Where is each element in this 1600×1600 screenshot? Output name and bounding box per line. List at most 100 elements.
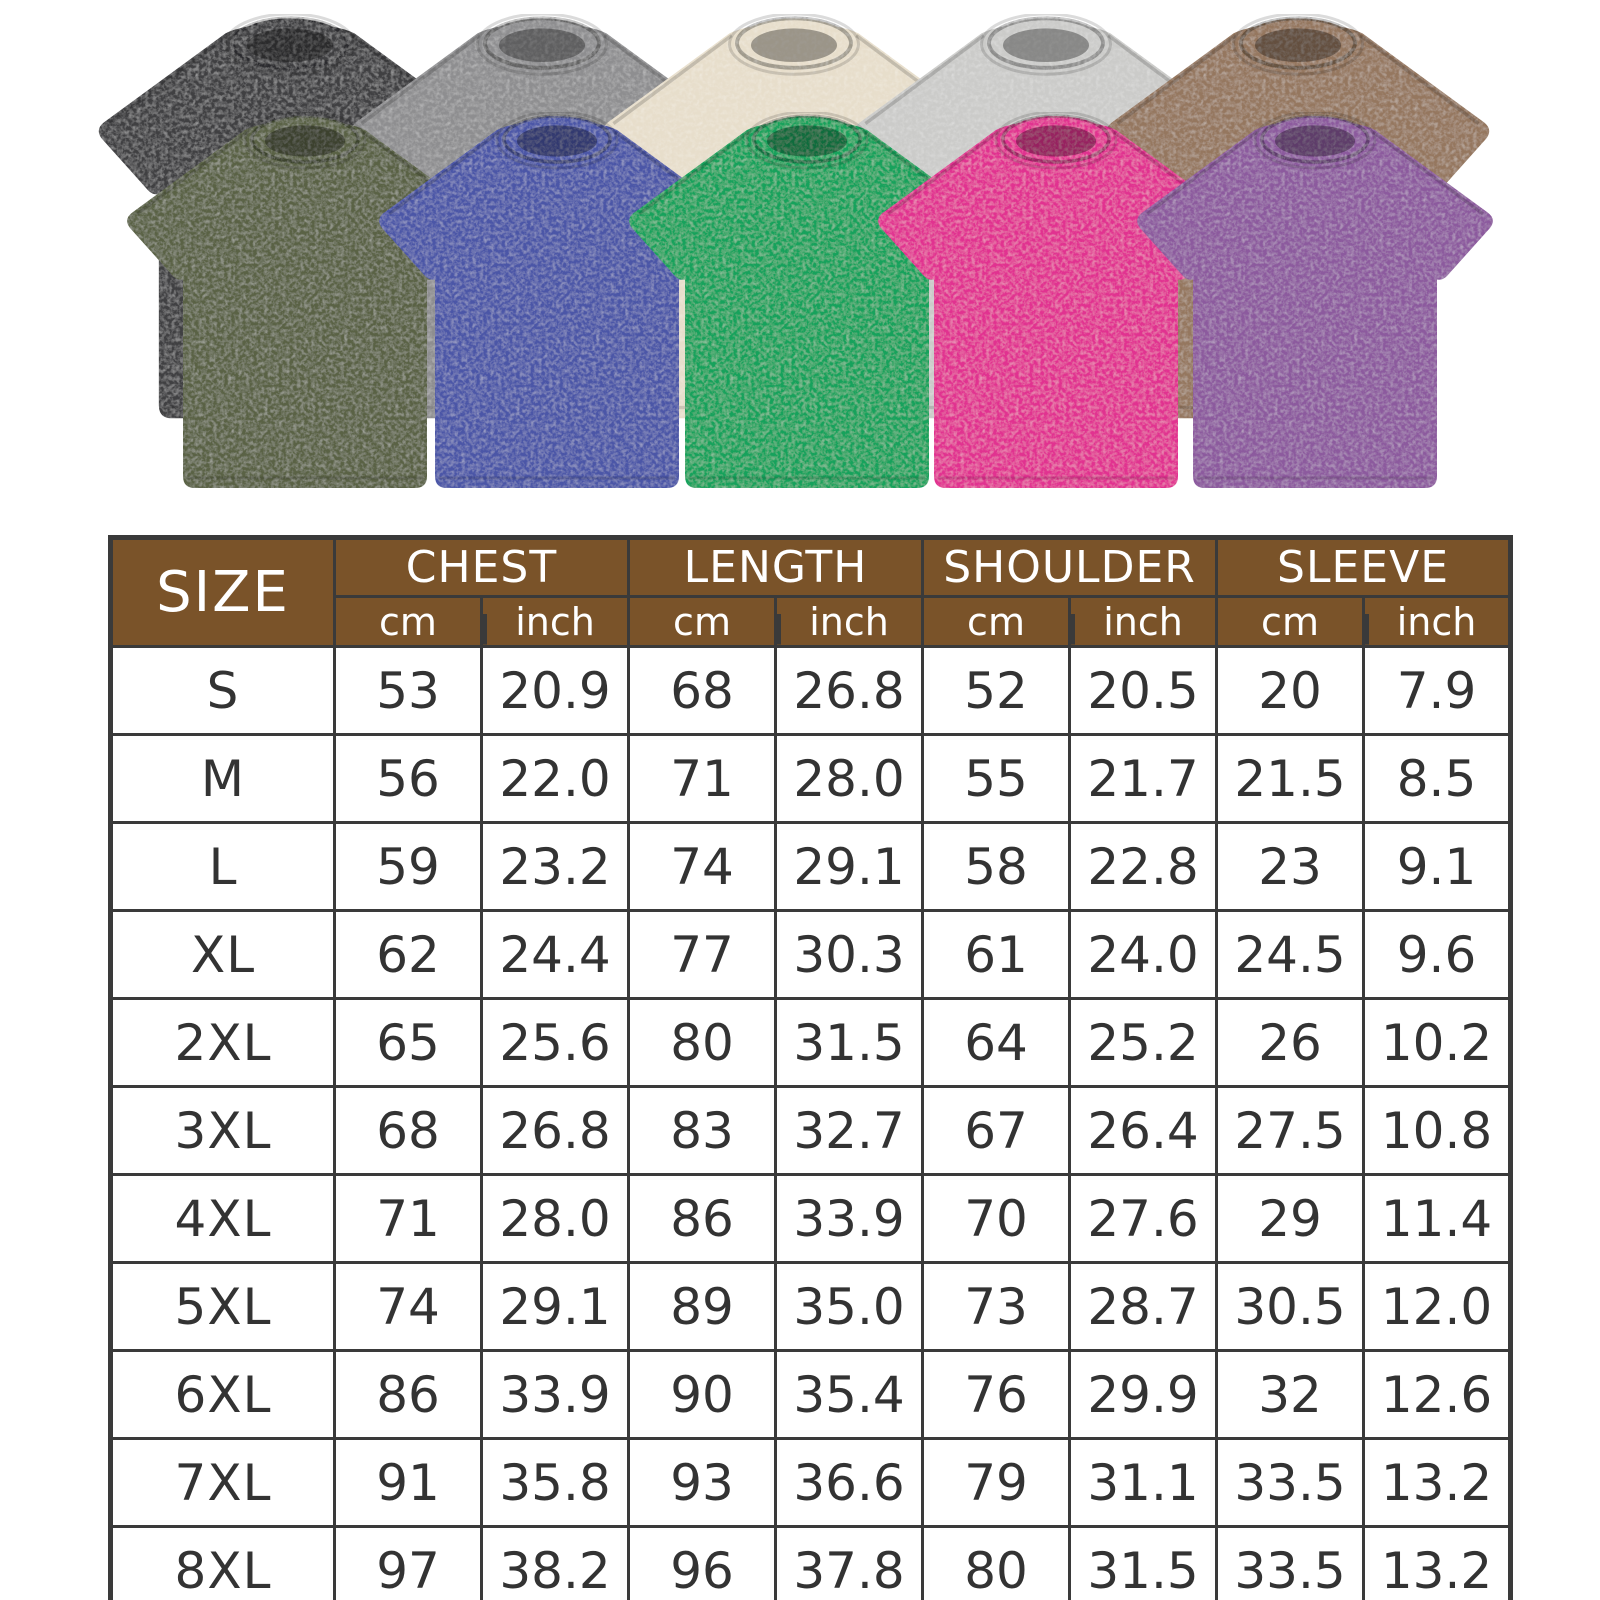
header-sleeve: SLEEVE xyxy=(1215,536,1513,598)
measurement-cell: 62 xyxy=(333,909,483,1000)
measurement-cell: 26 xyxy=(1215,997,1366,1088)
measurement-cell: 31.5 xyxy=(774,997,925,1088)
measurement-cell: 24.4 xyxy=(479,909,631,1000)
size-cell: 3XL xyxy=(109,1085,336,1176)
measurement-cell: 22.8 xyxy=(1068,821,1219,912)
measurement-cell: 68 xyxy=(627,645,778,736)
measurement-cell: 24.0 xyxy=(1068,909,1219,1000)
measurement-cell: 13.2 xyxy=(1362,1437,1513,1528)
measurement-cell: 53 xyxy=(333,645,483,736)
measurement-cell: 28.0 xyxy=(774,733,925,824)
measurement-cell: 93 xyxy=(627,1437,778,1528)
size-chart-table: SIZE CHEST LENGTH SHOULDER SLEEVE cm inc… xyxy=(108,535,1514,1600)
measurement-cell: 86 xyxy=(333,1349,483,1440)
header-sleeve-inch: inch xyxy=(1363,595,1513,648)
measurement-cell: 68 xyxy=(333,1085,483,1176)
measurement-cell: 7.9 xyxy=(1362,645,1513,736)
measurement-cell: 71 xyxy=(627,733,778,824)
measurement-cell: 31.1 xyxy=(1068,1437,1219,1528)
measurement-cell: 35.4 xyxy=(774,1349,925,1440)
measurement-cell: 35.8 xyxy=(479,1437,631,1528)
measurement-cell: 91 xyxy=(333,1437,483,1528)
measurement-cell: 64 xyxy=(921,997,1072,1088)
measurement-cell: 28.7 xyxy=(1068,1261,1219,1352)
measurement-cell: 33.9 xyxy=(479,1349,631,1440)
measurement-cell: 26.4 xyxy=(1068,1085,1219,1176)
measurement-cell: 37.8 xyxy=(774,1525,925,1600)
measurement-cell: 23 xyxy=(1215,821,1366,912)
table-header: SIZE CHEST LENGTH SHOULDER SLEEVE cm inc… xyxy=(109,536,1513,648)
measurement-cell: 56 xyxy=(333,733,483,824)
measurement-cell: 73 xyxy=(921,1261,1072,1352)
measurement-cell: 70 xyxy=(921,1173,1072,1264)
header-shoulder-cm: cm xyxy=(921,595,1072,648)
header-chest: CHEST xyxy=(332,536,631,598)
tshirt-gallery xyxy=(0,0,1600,520)
measurement-cell: 65 xyxy=(333,997,483,1088)
measurement-cell: 32.7 xyxy=(774,1085,925,1176)
header-length-inch: inch xyxy=(775,595,925,648)
measurement-cell: 27.6 xyxy=(1068,1173,1219,1264)
measurement-cell: 20.5 xyxy=(1068,645,1219,736)
measurement-cell: 36.6 xyxy=(774,1437,925,1528)
measurement-cell: 12.6 xyxy=(1362,1349,1513,1440)
measurement-cell: 71 xyxy=(333,1173,483,1264)
measurement-cell: 27.5 xyxy=(1215,1085,1366,1176)
table-row: S 53 20.9 68 26.8 52 20.5 20 7.9 xyxy=(109,645,1513,736)
measurement-cell: 32 xyxy=(1215,1349,1366,1440)
header-chest-cm: cm xyxy=(333,595,483,648)
table-row: 3XL 68 26.8 83 32.7 67 26.4 27.5 10.8 xyxy=(109,1085,1513,1176)
header-sleeve-cm: cm xyxy=(1215,595,1366,648)
measurement-cell: 89 xyxy=(627,1261,778,1352)
measurement-cell: 33.5 xyxy=(1215,1437,1366,1528)
size-cell: 7XL xyxy=(109,1437,336,1528)
header-length: LENGTH xyxy=(627,536,925,598)
measurement-cell: 26.8 xyxy=(479,1085,631,1176)
measurement-cell: 29.1 xyxy=(479,1261,631,1352)
measurement-cell: 80 xyxy=(627,997,778,1088)
measurement-cell: 74 xyxy=(333,1261,483,1352)
measurement-cell: 13.2 xyxy=(1362,1525,1513,1600)
measurement-cell: 25.2 xyxy=(1068,997,1219,1088)
size-cell: XL xyxy=(109,909,336,1000)
measurement-cell: 29 xyxy=(1215,1173,1366,1264)
table-row: 5XL 74 29.1 89 35.0 73 28.7 30.5 12.0 xyxy=(109,1261,1513,1352)
measurement-cell: 61 xyxy=(921,909,1072,1000)
size-cell: L xyxy=(109,821,336,912)
measurement-cell: 33.5 xyxy=(1215,1525,1366,1600)
measurement-cell: 30.5 xyxy=(1215,1261,1366,1352)
measurement-cell: 28.0 xyxy=(479,1173,631,1264)
table-row: L 59 23.2 74 29.1 58 22.8 23 9.1 xyxy=(109,821,1513,912)
measurement-cell: 30.3 xyxy=(774,909,925,1000)
measurement-cell: 35.0 xyxy=(774,1261,925,1352)
measurement-cell: 20.9 xyxy=(479,645,631,736)
measurement-cell: 77 xyxy=(627,909,778,1000)
measurement-cell: 80 xyxy=(921,1525,1072,1600)
measurement-cell: 86 xyxy=(627,1173,778,1264)
measurement-cell: 97 xyxy=(333,1525,483,1600)
measurement-cell: 90 xyxy=(627,1349,778,1440)
measurement-cell: 26.8 xyxy=(774,645,925,736)
measurement-cell: 29.1 xyxy=(774,821,925,912)
table-row: 6XL 86 33.9 90 35.4 76 29.9 32 12.6 xyxy=(109,1349,1513,1440)
table-row: XL 62 24.4 77 30.3 61 24.0 24.5 9.6 xyxy=(109,909,1513,1000)
size-cell: M xyxy=(109,733,336,824)
measurement-cell: 9.1 xyxy=(1362,821,1513,912)
measurement-cell: 67 xyxy=(921,1085,1072,1176)
measurement-cell: 55 xyxy=(921,733,1072,824)
measurement-cell: 10.2 xyxy=(1362,997,1513,1088)
measurement-cell: 8.5 xyxy=(1362,733,1513,824)
measurement-cell: 12.0 xyxy=(1362,1261,1513,1352)
measurement-cell: 21.7 xyxy=(1068,733,1219,824)
measurement-cell: 59 xyxy=(333,821,483,912)
header-shoulder: SHOULDER xyxy=(921,536,1219,598)
measurement-cell: 29.9 xyxy=(1068,1349,1219,1440)
measurement-cell: 31.5 xyxy=(1068,1525,1219,1600)
measurement-cell: 74 xyxy=(627,821,778,912)
measurement-cell: 10.8 xyxy=(1362,1085,1513,1176)
measurement-cell: 33.9 xyxy=(774,1173,925,1264)
measurement-cell: 24.5 xyxy=(1215,909,1366,1000)
header-shoulder-inch: inch xyxy=(1069,595,1219,648)
size-cell: 4XL xyxy=(109,1173,336,1264)
